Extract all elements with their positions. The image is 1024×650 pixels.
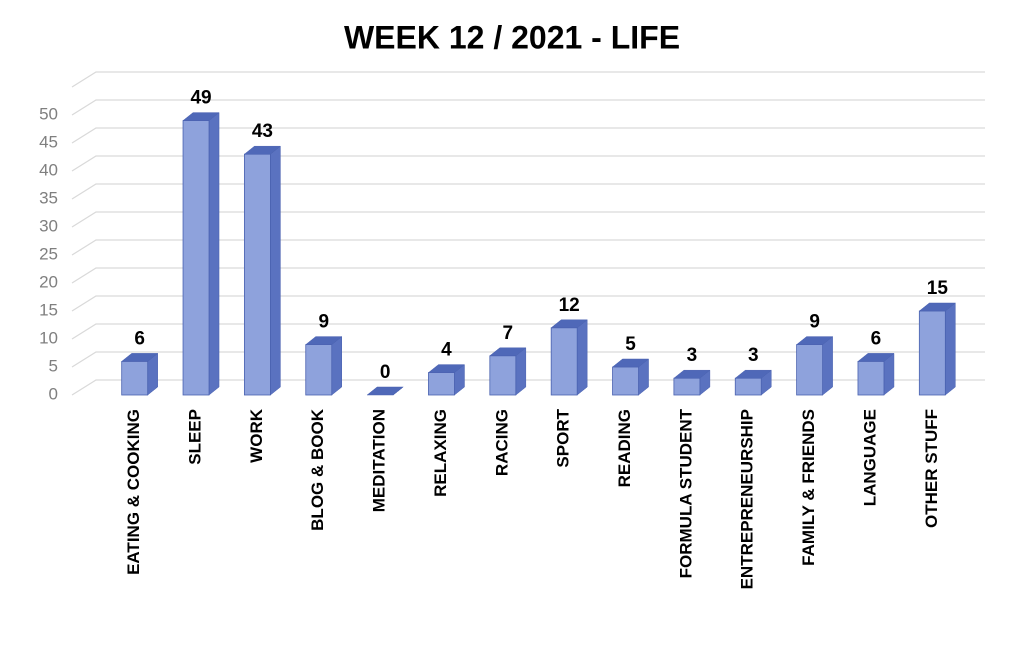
x-tick-label: WORK [247,408,266,463]
x-tick-label: SPORT [554,408,573,467]
data-label: 3 [748,345,759,366]
x-tick-label: MEDITATION [370,409,389,512]
y-tick-label: 25 [39,244,58,263]
y-tick-label: 50 [39,104,58,123]
bar [489,355,517,396]
data-label: 9 [809,312,820,333]
x-tick-label: BLOG & BOOK [308,408,327,531]
grid-line [71,267,985,284]
data-label: 43 [252,121,273,142]
bar-side [208,112,220,396]
bar-side [822,336,833,396]
y-tick-label: 35 [39,188,58,207]
y-tick-label: 5 [49,356,58,375]
data-label: 9 [318,312,329,333]
y-tick-label: 20 [39,272,58,291]
data-label: 49 [190,88,211,109]
y-tick-label: 0 [49,384,58,403]
bar-top [734,369,772,379]
y-tick-label: 40 [39,160,58,179]
y-tick-label: 45 [39,132,58,151]
bar-top [120,353,159,362]
x-tick-label: READING [615,409,634,487]
y-tick-label: 15 [39,300,58,319]
data-label: 15 [927,278,949,299]
data-label: 5 [625,334,636,355]
data-label: 3 [687,345,698,366]
bar-top [550,319,588,329]
bar-top [427,364,466,373]
bar [121,360,149,396]
data-label: 6 [871,328,882,349]
grid-line [71,211,985,228]
bar [612,366,639,396]
data-label: 4 [441,340,452,361]
x-tick-label: SLEEP [186,409,205,465]
bar-top [305,336,343,345]
bar [734,377,762,396]
grid-line [71,295,985,312]
bar-top [795,336,834,345]
bar [857,360,885,396]
x-tick-label: RELAXING [431,409,450,497]
grid-line [71,351,985,368]
bar-side [576,319,588,396]
bar-side [331,336,342,396]
grid-line [71,183,985,200]
bar [796,344,824,396]
bar [918,310,946,396]
chart-title: WEEK 12 / 2021 - LIFE [344,19,680,55]
bar-top [243,145,282,155]
bar [673,377,701,396]
bar-top [366,386,404,396]
bar-side [270,145,281,396]
bar-top [918,302,957,312]
bar [243,153,271,396]
bar-top [489,347,527,357]
grid-line [71,155,985,172]
bar-top [673,369,711,379]
grid-line [71,127,985,144]
bar-top [857,353,895,362]
bar [550,327,578,396]
x-tick-label: EATING & COOKING [124,409,143,575]
grid-line [71,323,985,340]
bar-side [945,302,956,396]
bar [428,372,455,396]
grid-line [71,239,985,256]
bar [305,344,333,396]
x-tick-label: RACING [492,409,511,476]
grid-line [71,99,985,116]
x-tick-label: LANGUAGE [860,409,879,506]
x-tick-label: ENTREPRENEURSHIP [738,409,757,589]
data-label: 6 [134,328,145,349]
x-tick-label: FORMULA STUDENT [676,408,695,578]
bar-top [182,112,220,121]
bar [182,120,210,396]
x-tick-label: FAMILY & FRIENDS [799,409,818,566]
data-label: 7 [503,323,514,344]
bar-top [611,358,650,368]
y-tick-label: 30 [39,216,58,235]
data-label: 0 [380,362,391,383]
data-label: 12 [559,295,580,316]
y-tick-label: 10 [39,328,58,347]
grid-line [71,71,985,88]
x-tick-label: OTHER STUFF [922,409,941,528]
